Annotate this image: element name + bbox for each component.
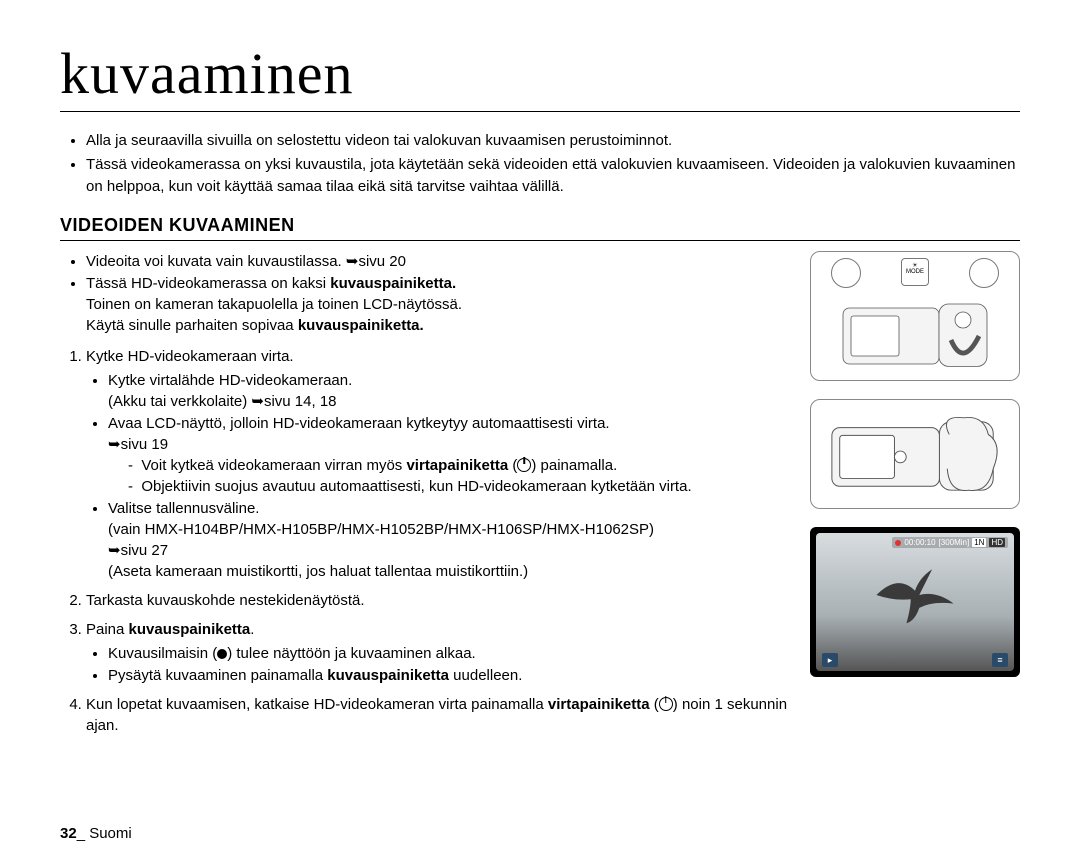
sub-text: Kuvausilmaisin ( — [108, 645, 217, 662]
sub-text: Kytke virtalähde HD-videokameraan. — [108, 372, 352, 389]
section-heading: VIDEOIDEN KUVAAMINEN — [60, 215, 1020, 241]
footer-sep: _ — [77, 825, 90, 842]
page-ref: ➥sivu 27 — [108, 542, 168, 559]
figure-camera-rear: ☀MODE — [810, 251, 1020, 381]
step-label: . — [250, 621, 254, 638]
lcd-screen: 00:00:10 [300Min] 1N HD ▸ ≡ — [816, 533, 1014, 671]
step-1: Kytke HD-videokameraan virta. Kytke virt… — [86, 346, 790, 582]
osd-play-icon: ▸ — [822, 653, 838, 667]
sub-text: (Akku tai verkkolaite) — [108, 393, 251, 410]
camera-rear-svg — [821, 292, 1009, 372]
osd-time: 00:00:10 — [904, 538, 935, 547]
osd-bottom-bar: ▸ ≡ — [822, 653, 1008, 667]
page-ref: ➥sivu 20 — [346, 253, 406, 270]
step-label: Tarkasta kuvauskohde nestekidenäytöstä. — [86, 592, 365, 609]
step-label: Paina — [86, 621, 129, 638]
page-number: 32 — [60, 825, 77, 842]
sub-text: (vain HMX-H104BP/HMX-H105BP/HMX-H1052BP/… — [108, 521, 654, 538]
page-footer: 32_ Suomi — [60, 825, 132, 842]
preconditions-list: Videoita voi kuvata vain kuvaustilassa. … — [60, 251, 790, 336]
pre-bold: kuvauspainiketta. — [298, 317, 424, 334]
mode-label: MODE — [906, 269, 924, 275]
dash-text: ) painamalla. — [531, 457, 617, 474]
sub-bold: kuvauspainiketta — [327, 667, 449, 684]
sub-item: Valitse tallennusväline. (vain HMX-H104B… — [108, 498, 790, 582]
pre-text: Käytä sinulle parhaiten sopivaa — [86, 317, 298, 334]
step-sublist: Kuvausilmaisin ( ) tulee näyttöön ja kuva… — [86, 643, 790, 686]
osd-badge: 1N — [972, 538, 986, 547]
osd-menu-icon: ≡ — [992, 653, 1008, 667]
pre-bold: kuvauspainiketta. — [330, 275, 456, 292]
step-3: Paina kuvauspainiketta. Kuvausilmaisin (… — [86, 619, 790, 686]
step-bold: kuvauspainiketta — [129, 621, 251, 638]
round-button-icon — [831, 258, 861, 288]
pre-text: Tässä HD-videokamerassa on kaksi — [86, 275, 330, 292]
figure-lcd-preview: 00:00:10 [300Min] 1N HD ▸ ≡ — [810, 527, 1020, 677]
camera-hand-svg — [821, 410, 1009, 498]
footer-lang: Suomi — [89, 825, 132, 842]
sub-text: uudelleen. — [449, 667, 522, 684]
steps-list: Kytke HD-videokameraan virta. Kytke virt… — [60, 346, 790, 736]
dash-text: ( — [508, 457, 517, 474]
page-ref: ➥sivu 14, 18 — [251, 393, 336, 410]
power-icon — [659, 697, 673, 711]
power-icon — [517, 458, 531, 472]
page-title: kuvaaminen — [60, 40, 1020, 112]
dash-list: - Voit kytkeä videokameraan virran myös … — [108, 455, 790, 497]
record-dot-icon — [217, 649, 227, 659]
step-4: Kun lopetat kuvaamisen, katkaise HD-vide… — [86, 694, 790, 736]
mode-button-icon: ☀MODE — [901, 258, 929, 286]
pre-text: Videoita voi kuvata vain kuvaustilassa. — [86, 253, 346, 270]
osd-badge: HD — [989, 538, 1005, 547]
sub-item: Kuvausilmaisin ( ) tulee näyttöön ja kuva… — [108, 643, 790, 664]
manual-page: kuvaaminen Alla ja seuraavilla sivuilla … — [0, 0, 1080, 866]
sub-text: (Aseta kameraan muistikortti, jos haluat… — [108, 563, 528, 580]
sub-item: Kytke virtalähde HD-videokameraan. (Akku… — [108, 370, 790, 412]
figure-camera-hand — [810, 399, 1020, 509]
step-bold: virtapainiketta — [548, 696, 650, 713]
sub-text: Avaa LCD-näyttö, jolloin HD-videokameraa… — [108, 415, 610, 432]
intro-item: Alla ja seuraavilla sivuilla on selostet… — [86, 130, 1020, 152]
step-text: Kun lopetat kuvaamisen, katkaise HD-vide… — [86, 696, 548, 713]
sub-text: Valitse tallennusväline. — [108, 500, 259, 517]
step-label: Kytke HD-videokameraan virta. — [86, 348, 294, 365]
figure1-button-row: ☀MODE — [811, 258, 1019, 288]
pre-text: Toinen on kameran takapuolella ja toinen… — [86, 296, 462, 313]
sub-item: Avaa LCD-näyttö, jolloin HD-videokameraa… — [108, 413, 790, 497]
sub-item: Pysäytä kuvaaminen painamalla kuvauspain… — [108, 665, 790, 686]
pre-item: Tässä HD-videokamerassa on kaksi kuvausp… — [86, 273, 790, 336]
left-column: Videoita voi kuvata vain kuvaustilassa. … — [60, 251, 790, 744]
sub-text: ) tulee näyttöön ja kuvaaminen alkaa. — [227, 645, 476, 662]
step-sublist: Kytke virtalähde HD-videokameraan. (Akku… — [86, 370, 790, 582]
dash-item: - Voit kytkeä videokameraan virran myös … — [128, 455, 790, 476]
round-button-icon — [969, 258, 999, 288]
sub-text: Pysäytä kuvaaminen painamalla — [108, 667, 327, 684]
intro-item: Tässä videokamerassa on yksi kuvaustila,… — [86, 154, 1020, 198]
step-text: ( — [650, 696, 659, 713]
dash-text: Voit kytkeä videokameraan virran myös — [141, 457, 406, 474]
osd-remain: [300Min] — [939, 538, 970, 547]
right-column: ☀MODE — [810, 251, 1020, 744]
pre-item: Videoita voi kuvata vain kuvaustilassa. … — [86, 251, 790, 272]
dash-bold: virtapainiketta — [406, 457, 508, 474]
body-row: Videoita voi kuvata vain kuvaustilassa. … — [60, 251, 1020, 744]
intro-list: Alla ja seuraavilla sivuilla on selostet… — [60, 130, 1020, 197]
rec-indicator-icon — [895, 540, 901, 546]
dash-item: - Objektiivin suojus avautuu automaattis… — [128, 476, 790, 497]
page-ref: ➥sivu 19 — [108, 436, 168, 453]
bird-silhouette-icon — [870, 565, 960, 625]
step-2: Tarkasta kuvauskohde nestekidenäytöstä. — [86, 590, 790, 611]
dash-text: Objektiivin suojus avautuu automaattises… — [141, 478, 691, 495]
osd-top-bar: 00:00:10 [300Min] 1N HD — [892, 537, 1008, 548]
